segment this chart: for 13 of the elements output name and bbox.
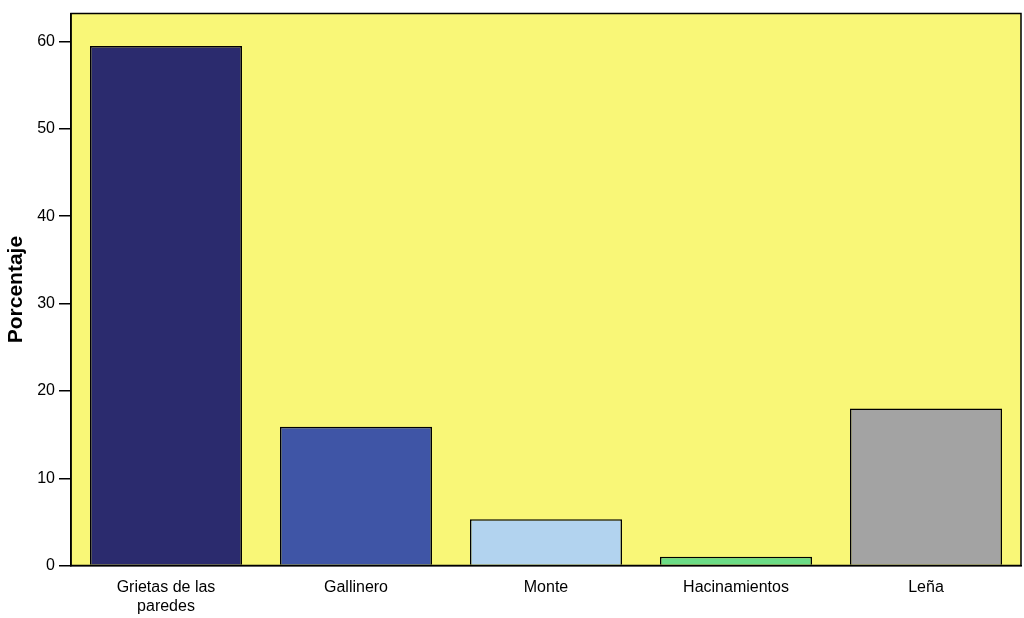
y-tick-label: 30 [37, 293, 56, 311]
y-tick-label: 0 [46, 556, 56, 574]
y-tick-label: 50 [37, 119, 56, 137]
y-tick-label: 20 [37, 381, 56, 399]
y-tick-label: 40 [37, 206, 56, 224]
x-tick-label: Hacinamientos [683, 577, 789, 595]
y-axis-title: Porcentaje [3, 235, 27, 344]
y-tick-label: 60 [37, 31, 56, 49]
x-tick-label: Monte [523, 577, 569, 595]
x-tick-label: Grietas de las paredes [116, 577, 216, 614]
x-tick-label: Leña [908, 577, 944, 595]
y-tick-label: 10 [37, 468, 56, 486]
x-tick-label: Gallinero [323, 577, 389, 595]
